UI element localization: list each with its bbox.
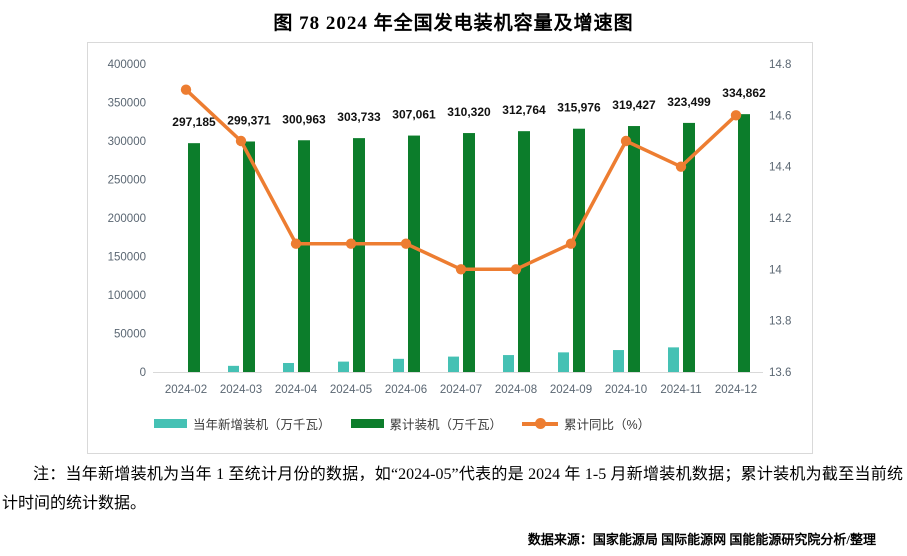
y-axis-left-tick: 300000 bbox=[108, 136, 146, 148]
bar-cumulative-capacity bbox=[298, 140, 310, 372]
legend-item-new-capacity: 当年新增装机（万千瓦） bbox=[154, 414, 331, 433]
bar-new-capacity bbox=[393, 358, 404, 372]
bar-cumulative-capacity bbox=[188, 143, 200, 372]
bar-data-label: 319,427 bbox=[612, 98, 656, 112]
y-axis-right-tick: 14.8 bbox=[769, 59, 791, 71]
yoy-point bbox=[620, 135, 632, 147]
bar-new-capacity bbox=[613, 350, 624, 372]
y-axis-left-tick: 250000 bbox=[108, 175, 146, 187]
bar-new-capacity bbox=[283, 362, 294, 372]
bar-data-label: 307,061 bbox=[392, 108, 436, 122]
x-axis-label: 2024-11 bbox=[660, 384, 701, 396]
legend-swatch-new-capacity bbox=[154, 419, 187, 428]
y-axis-left-tick: 200000 bbox=[108, 213, 146, 225]
y-axis-right-tick: 14 bbox=[769, 264, 782, 276]
bar-data-label: 312,764 bbox=[502, 103, 546, 117]
x-axis-label: 2024-03 bbox=[220, 384, 262, 396]
bar-cumulative-capacity bbox=[738, 114, 750, 373]
legend-swatch-yoy-line bbox=[522, 418, 559, 429]
bar-data-label: 297,185 bbox=[172, 115, 216, 129]
x-axis-label: 2024-12 bbox=[715, 384, 757, 396]
bar-cumulative-capacity bbox=[683, 122, 695, 373]
y-axis-left-tick: 50000 bbox=[114, 329, 146, 341]
x-axis-label: 2024-06 bbox=[385, 384, 427, 396]
combo-chart: 400000 350000 300000 250000 200000 150000 1000… bbox=[108, 59, 792, 396]
bar-data-label: 303,733 bbox=[337, 110, 381, 124]
bar-data-label: 315,976 bbox=[557, 101, 601, 115]
yoy-point bbox=[565, 238, 577, 249]
yoy-point bbox=[290, 238, 302, 249]
yoy-point bbox=[455, 264, 467, 275]
x-axis-label: 2024-02 bbox=[165, 384, 207, 396]
bar-data-label: 299,371 bbox=[227, 113, 271, 127]
bar-cumulative-capacity bbox=[408, 135, 420, 372]
chart-frame: 400000 350000 300000 250000 200000 150000 1000… bbox=[87, 42, 813, 454]
y-axis-left-tick: 150000 bbox=[108, 252, 146, 264]
x-axis-label: 2024-09 bbox=[550, 384, 592, 396]
y-axis-left-tick: 350000 bbox=[108, 98, 146, 110]
bar-cumulative-capacity bbox=[518, 131, 530, 372]
bar-data-label: 323,499 bbox=[667, 95, 711, 109]
y-axis-left-tick: 0 bbox=[140, 367, 146, 379]
legend-item-yoy: 累计同比（%） bbox=[522, 414, 650, 433]
bar-new-capacity bbox=[448, 356, 459, 372]
bar-new-capacity bbox=[668, 347, 679, 372]
x-axis-label: 2024-04 bbox=[275, 384, 318, 396]
bar-new-capacity bbox=[558, 352, 569, 372]
bar-cumulative-capacity bbox=[573, 128, 585, 372]
chart-title: 图 78 2024 年全国发电装机容量及增速图 bbox=[273, 13, 634, 34]
legend-label-cumulative-capacity: 累计装机（万千瓦） bbox=[389, 418, 503, 432]
legend-swatch-cumulative-capacity bbox=[350, 419, 384, 428]
yoy-point bbox=[235, 135, 247, 147]
legend-label-new-capacity: 当年新增装机（万千瓦） bbox=[193, 418, 331, 432]
x-axis-label: 2024-08 bbox=[495, 384, 537, 396]
bar-new-capacity bbox=[228, 365, 239, 372]
yoy-point bbox=[180, 84, 192, 95]
bar-cumulative-capacity bbox=[463, 133, 475, 372]
y-axis-right-tick: 14.2 bbox=[769, 213, 791, 225]
yoy-point bbox=[510, 264, 522, 275]
y-axis-left-tick: 100000 bbox=[108, 290, 146, 302]
bar-cumulative-capacity bbox=[628, 126, 640, 373]
x-axis-label: 2024-07 bbox=[440, 384, 482, 396]
bar-data-label: 334,862 bbox=[722, 86, 766, 100]
yoy-point bbox=[730, 110, 742, 121]
y-axis-right-tick: 13.8 bbox=[769, 316, 791, 328]
legend-label-yoy: 累计同比（%） bbox=[564, 418, 651, 432]
yoy-point bbox=[345, 238, 357, 249]
bar-cumulative-capacity bbox=[353, 138, 365, 372]
x-axis-label: 2024-10 bbox=[605, 384, 647, 396]
bar-cumulative-capacity bbox=[243, 141, 255, 372]
data-source: 数据来源：国家能源局 国际能源网 国能能源研究院分析/整理 bbox=[527, 532, 876, 547]
yoy-point bbox=[400, 238, 412, 249]
y-axis-right-tick: 13.6 bbox=[769, 367, 791, 379]
yoy-point bbox=[675, 161, 687, 172]
chart-legend: 当年新增装机（万千瓦） 累计装机（万千瓦） 累计同比（%） bbox=[154, 414, 650, 433]
y-axis-right-tick: 14.6 bbox=[769, 110, 791, 122]
footnote: 注：当年新增装机为当年 1 至统计月份的数据，如“2024-05”代表的是 20… bbox=[2, 466, 903, 512]
y-axis-right-tick: 14.4 bbox=[769, 162, 792, 174]
legend-item-cumulative-capacity: 累计装机（万千瓦） bbox=[350, 414, 503, 433]
y-axis-left-tick: 400000 bbox=[108, 59, 146, 71]
x-axis-label: 2024-05 bbox=[330, 384, 372, 396]
bar-data-label: 310,320 bbox=[447, 105, 491, 119]
bar-new-capacity bbox=[338, 361, 349, 372]
bar-new-capacity bbox=[503, 355, 514, 372]
bar-data-label: 300,963 bbox=[282, 112, 326, 126]
